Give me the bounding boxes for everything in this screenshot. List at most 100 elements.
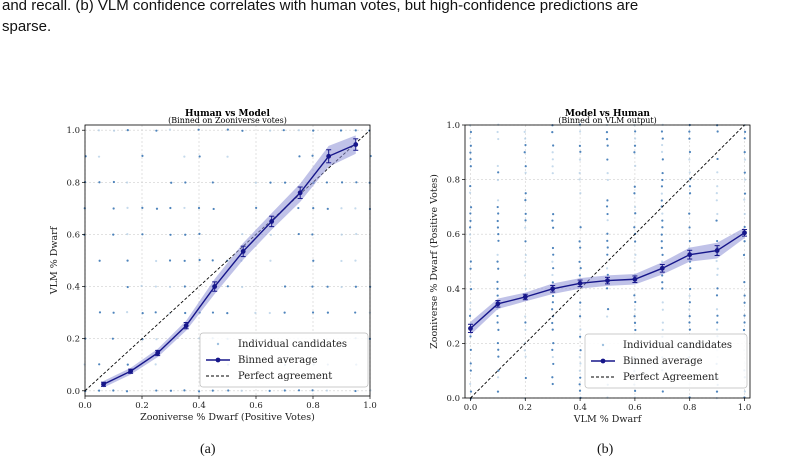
scatter-point (524, 253, 527, 257)
scatter-point (311, 389, 314, 392)
scatter-point (112, 389, 115, 392)
scatter-point (469, 301, 472, 304)
scatter-point (496, 287, 499, 290)
scatter-point (98, 311, 102, 314)
binned-confidence-band (103, 135, 356, 388)
scatter-point (524, 192, 527, 195)
scatter-point (551, 273, 554, 277)
scatter-point (469, 219, 472, 222)
scatter-point (605, 205, 609, 208)
scatter-point (126, 363, 129, 366)
scatter-point (254, 311, 257, 314)
scatter-point (688, 321, 691, 324)
scatter-point (606, 308, 610, 311)
scatter-point (496, 376, 500, 379)
scatter-point (496, 321, 499, 324)
scatter-point (661, 390, 664, 393)
binned-average-point (605, 278, 610, 284)
y-tick-label: 0.8 (66, 178, 80, 188)
scatter-point (183, 389, 186, 392)
scatter-point (551, 348, 554, 351)
binned-average-point (468, 325, 473, 331)
y-tick-label: 0.6 (446, 230, 460, 240)
scatter-point (715, 192, 718, 195)
plot-frame (84, 124, 371, 397)
legend-scatter-marker (216, 342, 220, 346)
scatter-point (715, 308, 719, 311)
scatter-point (688, 137, 691, 140)
scatter-point (98, 181, 101, 184)
scatter-point (716, 239, 719, 243)
scatter-point (688, 239, 691, 243)
scatter-point (98, 259, 101, 262)
scatter-point (469, 206, 473, 209)
scatter-point (524, 355, 527, 358)
scatter-point (551, 158, 554, 161)
scatter-point (605, 287, 609, 290)
scatter-point (689, 267, 692, 270)
scatter-point (497, 137, 500, 141)
scatter-point (125, 390, 129, 393)
scatter-point (198, 232, 201, 235)
y-tick-label: 0.6 (66, 230, 80, 240)
scatter-point (184, 311, 187, 315)
scatter-point (661, 328, 664, 331)
scatter-point (578, 274, 581, 277)
scatter-point (469, 267, 472, 270)
binned-average-point (269, 219, 275, 224)
binned-average-point (522, 294, 528, 300)
scatter-point (688, 328, 691, 331)
scatter-point (716, 321, 719, 324)
scatter-point (660, 240, 663, 243)
legend-label-candidates: Individual candidates (238, 339, 347, 350)
scatter-point (578, 260, 581, 263)
scatter-point (606, 158, 609, 161)
chart-model-vs-human: 0.0 0.2 0.4 0.6 0.8 1.0 0.0 0.2 0.4 0.6 0.8 1.0 Mode… (429, 109, 751, 425)
scatter-point (154, 363, 157, 366)
scatter-point (524, 260, 527, 263)
scatter-point (469, 137, 472, 140)
scatter-point (340, 207, 343, 210)
y-tick-label: 0.4 (446, 285, 460, 295)
scatter-point (551, 165, 554, 168)
legend-label-perfect: Perfect agreement (238, 371, 332, 382)
scatter-point (633, 144, 637, 147)
scatter-point (469, 390, 473, 393)
scatter-point (743, 314, 746, 317)
scatter-point (198, 258, 201, 262)
binned-average-point (240, 248, 246, 254)
scatter-point (633, 308, 637, 311)
scatter-point (496, 314, 499, 318)
scatter-point (688, 185, 692, 188)
scatter-point (661, 212, 664, 215)
scatter-point (269, 259, 272, 262)
scatter-point (715, 259, 718, 263)
scatter-point (579, 349, 582, 352)
x-tick-label: 0.8 (306, 401, 320, 411)
scatter-point (551, 301, 554, 304)
scatter-point (661, 301, 664, 304)
scatter-point (312, 206, 315, 210)
scatter-point (633, 151, 636, 154)
scatter-point (524, 376, 527, 380)
legend-binned-marker (215, 357, 221, 363)
scatter-point (743, 294, 746, 297)
scatter-point (141, 206, 144, 209)
scatter-point (496, 253, 499, 256)
scatter-point (469, 369, 472, 372)
y-tick-label: 0.0 (446, 394, 460, 404)
scatter-point (661, 281, 664, 284)
scatter-point (661, 226, 664, 229)
scatter-point (551, 281, 554, 284)
x-tick-label: 0.0 (464, 403, 478, 413)
binned-average-point (353, 142, 359, 147)
scatter-point (605, 267, 609, 270)
scatter-point (552, 226, 555, 229)
scatter-point (354, 207, 357, 210)
scatter-point (743, 137, 746, 140)
scatter-point (283, 311, 286, 314)
scatter-point (551, 382, 554, 386)
scatter-point (688, 301, 691, 304)
x-tick-label: 1.0 (363, 401, 377, 411)
scatter-point (255, 206, 258, 210)
